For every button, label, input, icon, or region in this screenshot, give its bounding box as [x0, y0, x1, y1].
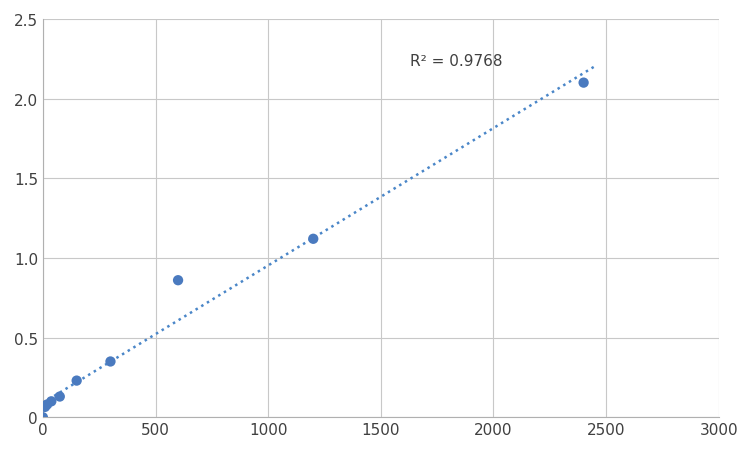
Point — [578, 80, 590, 87]
Point — [41, 401, 53, 408]
Point — [37, 414, 49, 421]
Point — [308, 235, 320, 243]
Point — [105, 358, 117, 365]
Point — [172, 277, 184, 284]
Point — [71, 377, 83, 384]
Point — [53, 393, 65, 400]
Point — [39, 403, 51, 410]
Point — [45, 398, 57, 405]
Text: R² = 0.9768: R² = 0.9768 — [410, 54, 502, 69]
